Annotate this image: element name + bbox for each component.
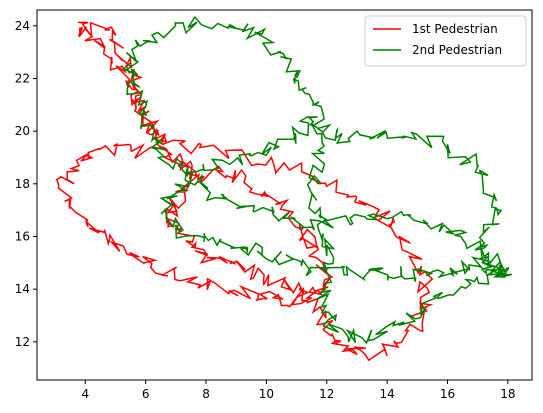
x-tick-label: 10	[259, 387, 274, 401]
y-tick-label: 22	[15, 71, 30, 85]
legend-label-2nd-pedestrian: 2nd Pedestrian	[412, 43, 502, 57]
x-axis: 4 6 8 10 12 14 16 18	[81, 380, 515, 401]
legend-box	[364, 15, 527, 67]
x-tick-label: 8	[202, 387, 210, 401]
y-tick-label: 18	[15, 177, 30, 191]
x-tick-label: 18	[500, 387, 515, 401]
series-layer	[55, 15, 513, 362]
series-line-1st-pedestrian	[55, 21, 434, 362]
x-tick-label: 14	[379, 387, 394, 401]
legend-label-1st-pedestrian: 1st Pedestrian	[412, 22, 498, 36]
y-tick-label: 24	[15, 19, 30, 33]
x-tick-label: 6	[142, 387, 150, 401]
x-tick-label: 4	[81, 387, 89, 401]
y-tick-label: 12	[15, 335, 30, 349]
y-tick-label: 16	[15, 229, 30, 243]
y-tick-label: 14	[15, 282, 30, 296]
plot-area-frame	[36, 9, 533, 381]
y-tick-label: 20	[15, 124, 30, 138]
legend: 1st Pedestrian 2nd Pedestrian	[364, 15, 527, 67]
y-axis: 12 14 16 18 20 22 24	[15, 19, 37, 349]
x-tick-label: 12	[319, 387, 334, 401]
x-tick-label: 16	[440, 387, 455, 401]
series-line-2nd-pedestrian	[122, 15, 513, 345]
